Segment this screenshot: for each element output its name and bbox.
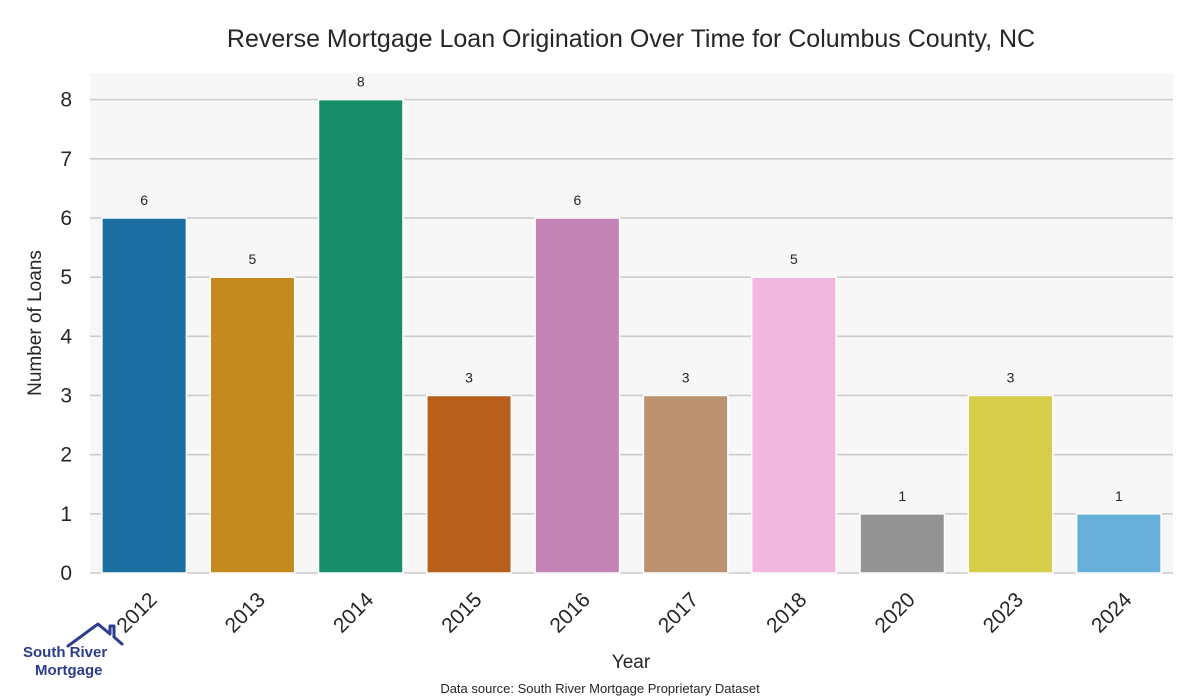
bar-2013 [209,276,296,574]
bar-2017 [642,394,729,574]
data-label-2020: 1 [898,488,906,504]
bars [101,98,1162,574]
house-outline-icon [66,622,124,648]
y-tick-label: 7 [60,148,72,171]
y-axis-ticks: 0 1 2 3 4 5 6 7 8 [60,89,72,585]
x-tick-label-2016: 2016 [546,588,595,637]
y-tick-label: 0 [60,562,72,585]
x-tick-label-2013: 2013 [221,588,270,637]
data-label-2023: 3 [1007,369,1015,385]
x-tick-label-2015: 2015 [437,588,486,637]
bar-2012 [101,217,188,574]
bar-2024 [1075,513,1162,574]
bar-2020 [859,513,946,574]
data-label-2015: 3 [465,369,473,385]
chart-title: Reverse Mortgage Loan Origination Over T… [227,25,1035,53]
bar-2023 [967,394,1054,574]
y-axis-label: Number of Loans [25,250,46,396]
data-label-2016: 6 [573,192,581,208]
y-tick-label: 3 [60,384,72,407]
company-logo: South River Mortgage [23,622,124,679]
y-tick-label: 2 [60,444,72,467]
bar-2015 [426,394,513,574]
x-tick-label-2012: 2012 [112,588,161,637]
data-labels: 6 5 8 3 6 3 5 1 3 1 [140,74,1123,504]
y-tick-label: 5 [60,266,72,289]
data-label-2013: 5 [249,251,257,267]
bar-2016 [534,217,621,574]
data-label-2024: 1 [1115,488,1123,504]
x-tick-label-2020: 2020 [870,588,919,637]
data-label-2018: 5 [790,251,798,267]
x-tick-label-2023: 2023 [979,588,1028,637]
y-tick-label: 8 [60,89,72,112]
data-label-2012: 6 [140,192,148,208]
bar-2018 [750,276,837,574]
data-source-note: Data source: South River Mortgage Propri… [440,681,760,696]
logo-text-line1: South River [23,644,107,661]
x-tick-label-2014: 2014 [329,588,379,638]
x-axis-label: Year [612,652,651,673]
bar-2014 [317,98,404,574]
logo-text-line2: Mortgage [35,662,103,679]
x-tick-label-2017: 2017 [654,588,703,637]
y-tick-label: 1 [60,503,72,526]
y-tick-label: 6 [60,207,72,230]
x-axis-ticks: 2012 2013 2014 2015 2016 2017 2018 2020 2023 2024 [112,588,1136,638]
x-tick-label-2018: 2018 [762,588,811,637]
y-tick-label: 4 [60,325,72,348]
x-tick-label-2024: 2024 [1087,588,1137,638]
data-label-2014: 8 [357,74,365,90]
data-label-2017: 3 [682,369,690,385]
